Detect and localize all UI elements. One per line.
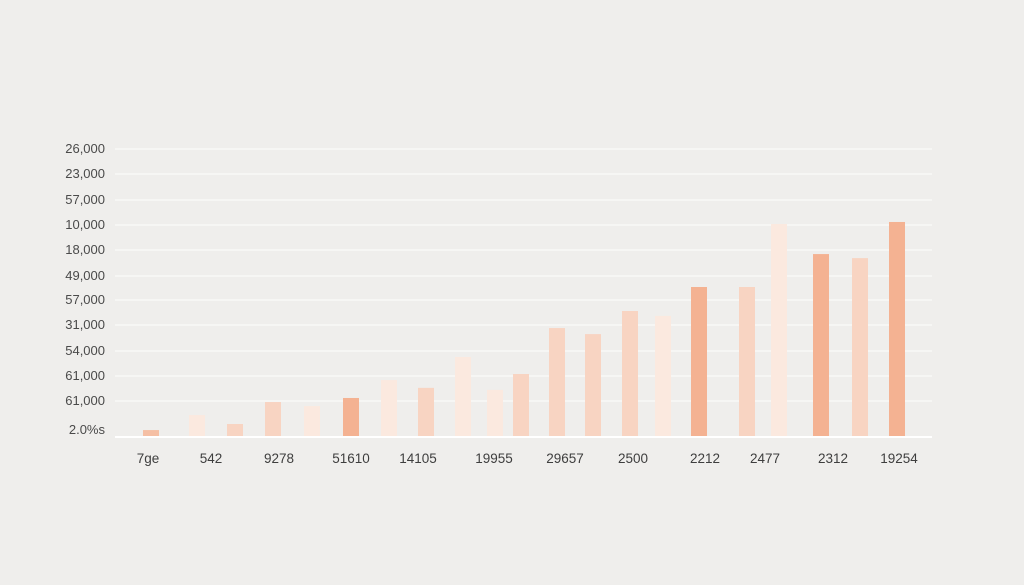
y-tick-label: 26,000 <box>65 141 105 156</box>
y-tick-label: 57,000 <box>65 192 105 207</box>
bar <box>585 334 601 437</box>
bar <box>852 258 868 437</box>
x-tick-label: 19955 <box>475 451 513 466</box>
bar <box>265 402 281 437</box>
bar <box>889 221 905 437</box>
x-tick-label: 2212 <box>690 451 720 466</box>
bar <box>143 430 159 437</box>
bar <box>418 387 434 437</box>
y-tick-label: 18,000 <box>65 242 105 257</box>
bar <box>655 315 671 437</box>
y-tick-label: 10,000 <box>65 217 105 232</box>
bar <box>189 415 205 437</box>
bar <box>513 373 529 437</box>
y-tick-label: 23,000 <box>65 166 105 181</box>
bars <box>143 221 905 437</box>
y-tick-label: 61,000 <box>65 368 105 383</box>
bar <box>771 224 787 437</box>
y-tick-label: 49,000 <box>65 268 105 283</box>
y-tick-label: 54,000 <box>65 343 105 358</box>
bar <box>622 310 638 437</box>
bar <box>549 328 565 437</box>
gridlines <box>115 148 932 402</box>
y-axis-ticks: 2.0%s 61,000 61,000 54,000 31,000 57,000 49,00… <box>65 141 105 437</box>
x-tick-label: 29657 <box>546 451 584 466</box>
x-tick-label: 542 <box>200 451 223 466</box>
bar <box>381 380 397 437</box>
x-tick-label: 7ge <box>137 451 160 466</box>
bar <box>304 406 320 437</box>
bar <box>455 356 471 437</box>
x-tick-label: 14105 <box>399 451 437 466</box>
y-tick-label: 57,000 <box>65 292 105 307</box>
y-tick-label: 61,000 <box>65 393 105 408</box>
bar <box>487 389 503 437</box>
bar <box>691 287 707 437</box>
y-tick-label: 2.0%s <box>69 422 106 437</box>
x-tick-label: 2477 <box>750 451 780 466</box>
bar <box>813 254 829 437</box>
bar <box>739 287 755 437</box>
x-tick-label: 2312 <box>818 451 848 466</box>
x-tick-label: 2500 <box>618 451 648 466</box>
bar <box>343 397 359 437</box>
x-tick-label: 9278 <box>264 451 294 466</box>
y-tick-label: 31,000 <box>65 317 105 332</box>
x-axis-ticks: 7ge 542 9278 51610 14105 19955 29657 2500 2212 24… <box>137 451 919 466</box>
x-tick-label: 19254 <box>880 451 918 466</box>
x-tick-label: 51610 <box>332 451 370 466</box>
bar <box>227 423 243 437</box>
